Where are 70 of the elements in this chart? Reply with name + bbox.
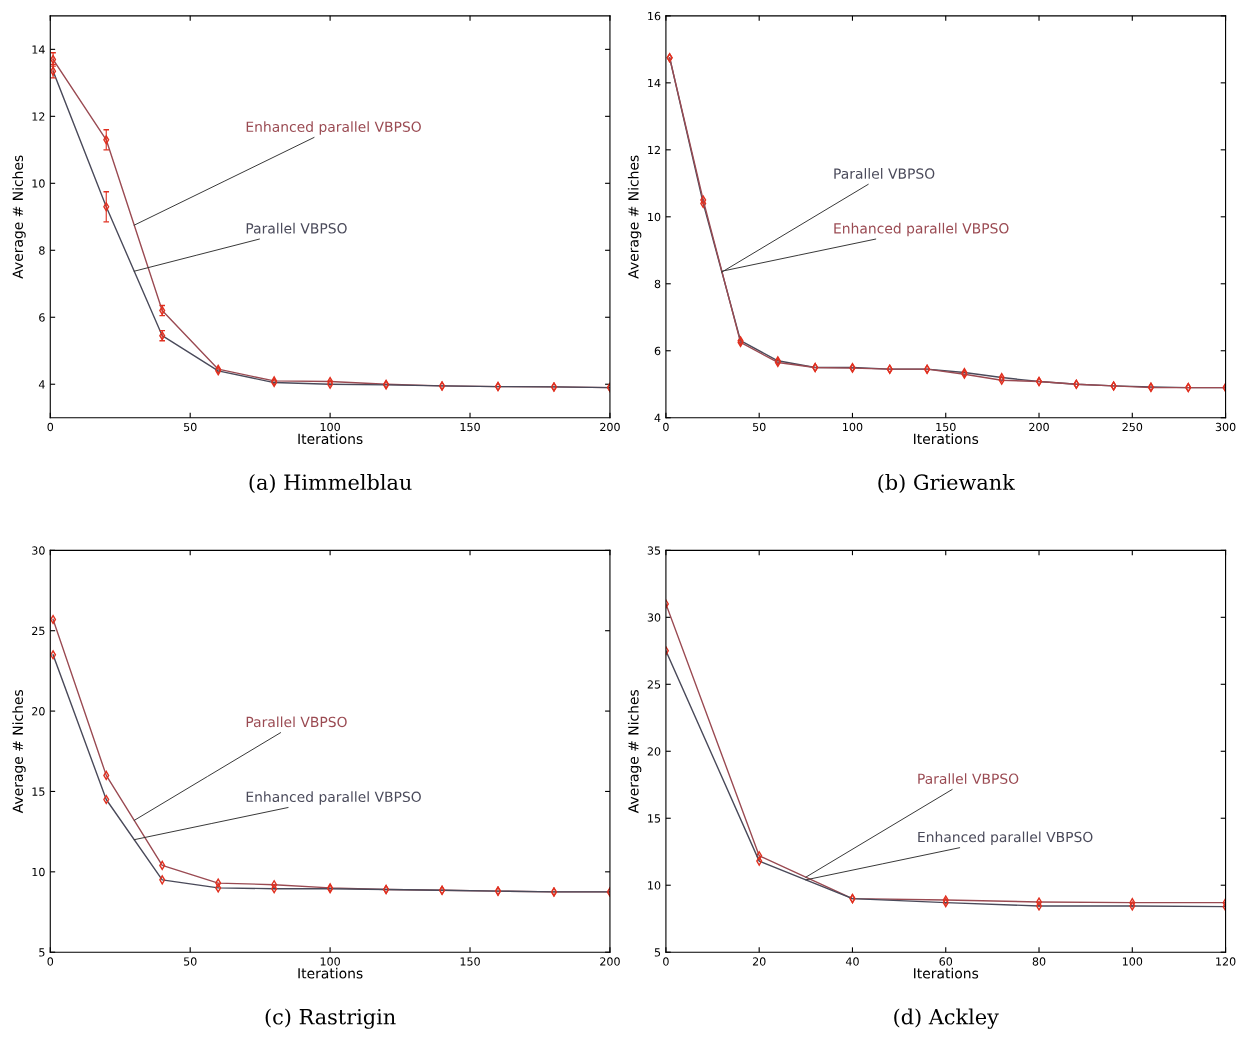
- x-tick-label: 200: [1029, 422, 1049, 432]
- y-tick-label: 10: [32, 179, 45, 188]
- y-axis-title: Average # Niches: [12, 689, 26, 814]
- y-tick-label: 10: [648, 881, 661, 890]
- x-tick-label: 100: [320, 957, 340, 966]
- y-tick-label: 35: [647, 546, 661, 555]
- y-tick-label: 4: [654, 413, 661, 422]
- text: (d) Ackley: [894, 1008, 999, 1029]
- y-axis-title: Average # Niches: [12, 155, 26, 279]
- y-tick-label: 14: [32, 45, 45, 54]
- y-axis-title: Average # Niches: [627, 689, 642, 814]
- y-tick-label: 20: [32, 707, 45, 716]
- x-tick-label: 50: [183, 422, 197, 432]
- y-tick-label: 12: [648, 145, 660, 155]
- y-tick-label: 10: [648, 212, 661, 222]
- y-axis-title: Average # Niches: [627, 155, 642, 279]
- y-tick-label: 25: [647, 680, 661, 689]
- x-tick-label: 50: [183, 957, 197, 966]
- text: Enhanced parallel VBPSO: [918, 831, 1093, 845]
- x-tick-label: 150: [460, 422, 480, 432]
- x-tick-label: 150: [460, 957, 480, 966]
- x-tick-label: 100: [1122, 957, 1143, 966]
- text: Enhanced parallel VBPSO: [834, 222, 1009, 237]
- x-tick-label: 0: [663, 422, 669, 432]
- y-tick-label: 20: [647, 747, 661, 756]
- x-tick-label: 0: [47, 422, 54, 432]
- y-tick-label: 30: [647, 613, 661, 622]
- x-tick-label: 50: [752, 422, 766, 432]
- y-tick-label: 8: [654, 279, 661, 289]
- text: Parallel VBPSO: [834, 168, 935, 179]
- text: Parallel VBPSO: [246, 716, 347, 728]
- x-tick-label: 200: [600, 422, 620, 432]
- y-tick-label: 5: [654, 948, 661, 957]
- text: (c) Rastrigin: [265, 1008, 396, 1029]
- x-tick-label: 100: [843, 422, 863, 432]
- text: Parallel VBPSO: [918, 773, 1019, 784]
- x-tick-label: 200: [600, 957, 620, 966]
- y-tick-label: 6: [39, 313, 45, 322]
- y-tick-label: 30: [32, 546, 45, 555]
- x-axis-title: Iterations: [298, 967, 363, 979]
- text: Parallel VBPSO: [246, 222, 347, 234]
- text: Enhanced parallel VBPSO: [246, 791, 421, 805]
- x-tick-label: 100: [320, 422, 340, 432]
- x-tick-label: 20: [752, 957, 766, 966]
- x-tick-label: 40: [845, 957, 859, 966]
- x-tick-label: 120: [1216, 957, 1236, 966]
- y-tick-label: 12: [32, 112, 45, 121]
- y-tick-label: 15: [32, 787, 45, 796]
- y-tick-label: 16: [648, 11, 661, 21]
- x-tick-label: 80: [1032, 957, 1046, 966]
- x-tick-label: 300: [1215, 422, 1236, 432]
- y-tick-label: 25: [32, 626, 45, 636]
- x-tick-label: 0: [663, 957, 669, 966]
- x-axis-title: Iterations: [914, 433, 979, 445]
- y-tick-label: 14: [648, 78, 661, 88]
- x-tick-label: 60: [939, 957, 953, 966]
- y-tick-label: 4: [38, 380, 45, 389]
- x-tick-label: 150: [936, 422, 956, 432]
- y-tick-label: 10: [32, 867, 45, 877]
- y-tick-label: 6: [654, 346, 661, 356]
- x-axis-title: Iterations: [914, 967, 979, 979]
- x-tick-label: 0: [47, 957, 54, 966]
- text: (b) Griewank: [878, 473, 1015, 494]
- text: Enhanced parallel VBPSO: [246, 121, 421, 135]
- text: (a) Himmelblau: [249, 473, 412, 494]
- x-tick-label: 250: [1122, 422, 1143, 432]
- x-axis-title: Iterations: [298, 433, 363, 445]
- y-tick-label: 15: [648, 814, 661, 823]
- y-tick-label: 5: [39, 948, 45, 957]
- y-tick-label: 8: [39, 246, 45, 255]
